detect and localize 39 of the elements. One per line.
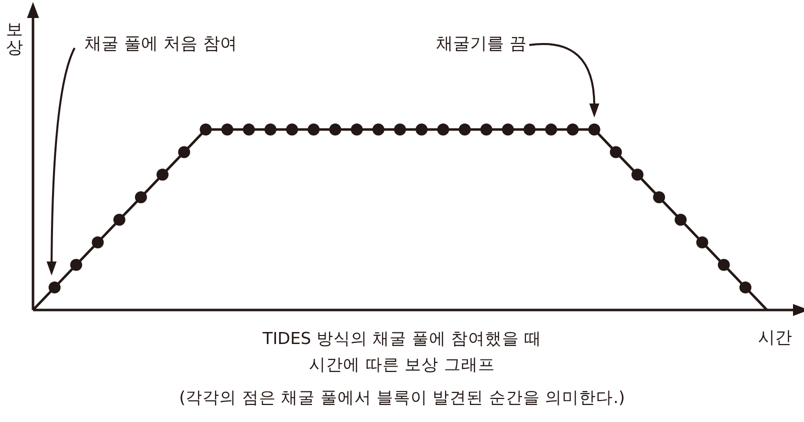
point xyxy=(739,281,752,294)
point xyxy=(329,124,342,136)
y-axis-title: 보상 xyxy=(6,20,24,58)
point xyxy=(674,214,687,226)
point xyxy=(631,168,644,181)
point xyxy=(264,124,276,136)
point xyxy=(286,124,298,136)
point xyxy=(437,124,450,136)
x-axis-title: 시간 xyxy=(758,328,792,348)
text: (각각의 점은 채굴 풀에서 블록이 발견된 순간을 의미한다.) xyxy=(178,388,626,408)
point xyxy=(221,124,234,136)
point xyxy=(242,124,255,136)
text: 채굴 풀에 처음 참여 xyxy=(84,34,237,54)
point xyxy=(458,124,471,136)
point xyxy=(566,124,579,136)
text: 채굴기를 끔 xyxy=(436,34,526,54)
point xyxy=(394,124,406,136)
point xyxy=(653,191,666,204)
point xyxy=(70,258,82,271)
point xyxy=(156,168,169,181)
point xyxy=(134,191,147,204)
point xyxy=(308,124,320,136)
text: TIDES 방식의 채굴 풀에 참여했을 때 시간에 따른 보상 그래프 xyxy=(262,328,542,376)
point xyxy=(178,146,190,158)
point xyxy=(718,258,730,271)
point xyxy=(200,124,212,136)
point xyxy=(545,124,558,136)
point xyxy=(480,124,492,136)
point xyxy=(502,124,514,136)
point xyxy=(48,281,61,294)
point xyxy=(372,124,384,136)
point xyxy=(113,214,126,226)
point xyxy=(588,124,600,136)
point xyxy=(92,236,104,248)
point xyxy=(696,236,708,248)
point xyxy=(350,124,363,136)
point xyxy=(610,146,622,158)
point xyxy=(416,124,428,136)
point xyxy=(524,124,536,136)
